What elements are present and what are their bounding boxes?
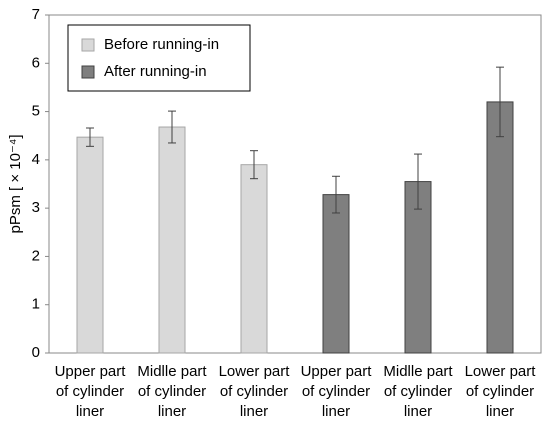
x-tick-label: liner xyxy=(404,403,432,420)
error-bar xyxy=(86,127,94,147)
bar xyxy=(322,194,350,354)
x-tick-label: Lower part xyxy=(465,363,537,380)
plot-frame xyxy=(48,14,542,354)
x-tick-label: Upper part xyxy=(55,363,127,380)
error-bar xyxy=(332,175,340,214)
x-tick-label: Lower part xyxy=(219,363,291,380)
x-tick-label: liner xyxy=(486,403,514,420)
y-tick-label: 3 xyxy=(32,199,40,216)
legend-swatch xyxy=(81,65,95,79)
y-axis-label: pPsm [ × 10⁻⁴] xyxy=(7,135,24,234)
y-tick-label: 7 xyxy=(32,6,40,23)
legend-box xyxy=(67,24,251,92)
legend-swatch xyxy=(81,38,95,52)
bar xyxy=(158,126,186,354)
error-bar xyxy=(414,153,422,210)
x-tick-label: of cylinder xyxy=(220,383,288,400)
x-tick-label: liner xyxy=(322,403,350,420)
x-tick-label: Midlle part xyxy=(137,363,207,380)
error-bar xyxy=(168,110,176,144)
x-tick-label: of cylinder xyxy=(138,383,206,400)
legend-label: Before running-in xyxy=(104,36,219,53)
x-tick-label: Midlle part xyxy=(383,363,453,380)
y-tick-label: 4 xyxy=(32,151,40,168)
x-tick-label: of cylinder xyxy=(56,383,124,400)
y-tick-label: 2 xyxy=(32,247,40,264)
bar xyxy=(76,136,104,354)
legend-label: After running-in xyxy=(104,63,207,80)
x-tick-label: of cylinder xyxy=(466,383,534,400)
error-bar xyxy=(250,150,258,180)
error-bar xyxy=(496,66,504,138)
y-tick-label: 6 xyxy=(32,54,40,71)
y-tick-label: 5 xyxy=(32,103,40,120)
y-tick-label: 0 xyxy=(32,344,40,361)
x-tick-label: liner xyxy=(158,403,186,420)
x-tick-label: liner xyxy=(76,403,104,420)
x-tick-label: of cylinder xyxy=(384,383,452,400)
x-tick-label: of cylinder xyxy=(302,383,370,400)
bar xyxy=(486,101,514,354)
x-tick-label: liner xyxy=(240,403,268,420)
bar xyxy=(240,164,268,354)
y-tick-label: 1 xyxy=(32,296,40,313)
bar xyxy=(404,181,432,354)
x-tick-label: Upper part xyxy=(301,363,373,380)
